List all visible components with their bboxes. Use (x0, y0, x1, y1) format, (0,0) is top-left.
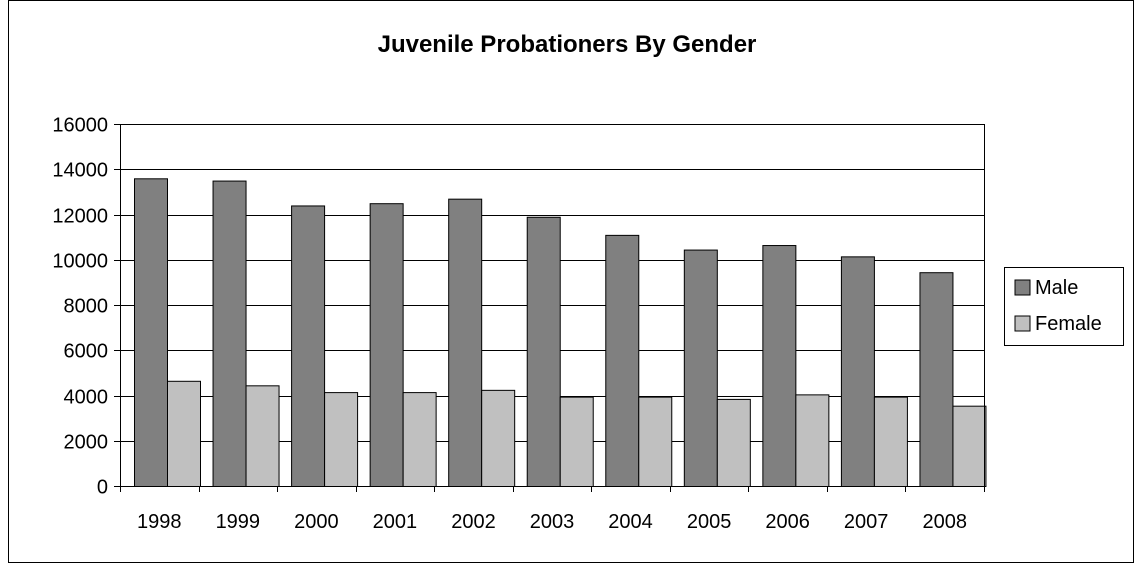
x-axis-tick-labels: 1998 1999 2000 2001 2002 2003 2004 2005 2006 2007… (137, 511, 967, 533)
legend-swatch-female (1014, 315, 1031, 332)
bar-male-2008 (919, 272, 954, 487)
axes (114, 124, 985, 492)
y-tick-label: 8000 (64, 296, 109, 318)
y-tick-label: 4000 (64, 387, 109, 409)
x-tick-label: 2006 (765, 511, 810, 533)
y-tick-label: 16000 (52, 115, 108, 137)
y-tick-label: 2000 (64, 432, 109, 454)
y-tick-label: 10000 (52, 251, 108, 273)
y-tick-label: 12000 (52, 206, 108, 228)
bar-male-2000 (291, 205, 326, 487)
legend-label-male: Male (1035, 277, 1078, 299)
bar-male-2002 (448, 198, 483, 487)
y-axis-tick-labels: 0 2000 4000 6000 8000 10000 12000 14000 16000 (52, 115, 108, 499)
bar-female-2001 (402, 392, 437, 488)
legend: Male Female (1004, 267, 1124, 346)
legend-label-female: Female (1035, 313, 1102, 335)
bar-female-2002 (481, 389, 516, 487)
bar-male-2001 (369, 203, 404, 487)
x-tick-label: 2008 (922, 511, 967, 533)
x-tick-label: 2005 (687, 511, 732, 533)
y-tick-label: 14000 (52, 160, 108, 182)
bar-female-2007 (873, 396, 908, 488)
bar-female-2006 (795, 394, 830, 487)
bar-female-2005 (716, 398, 751, 487)
y-tick-label: 0 (97, 477, 108, 499)
bar-male-1999 (212, 180, 247, 487)
bar-male-2007 (840, 256, 875, 488)
bar-male-1998 (134, 178, 168, 488)
bar-female-1998 (167, 380, 201, 488)
bar-female-2008 (952, 405, 987, 487)
x-tick-label: 2002 (451, 511, 496, 533)
legend-swatch-male (1014, 279, 1031, 296)
x-tick-label: 1999 (216, 511, 261, 533)
bar-male-2004 (605, 234, 640, 487)
bar-male-2006 (762, 245, 797, 487)
x-tick-label: 2007 (844, 511, 889, 533)
bar-female-2004 (638, 396, 673, 488)
x-tick-label: 2003 (530, 511, 575, 533)
bars (134, 178, 987, 488)
x-tick-label: 2001 (373, 511, 418, 533)
x-tick-label: 1998 (137, 511, 182, 533)
bar-female-1999 (245, 385, 280, 488)
y-tick-label: 6000 (64, 341, 109, 363)
x-tick-label: 2004 (608, 511, 653, 533)
bar-female-2000 (324, 392, 359, 488)
x-tick-label: 2000 (294, 511, 339, 533)
bar-female-2003 (559, 396, 594, 488)
bar-male-2003 (526, 216, 561, 487)
bar-male-2005 (683, 249, 718, 487)
chart-title: Juvenile Probationers By Gender (378, 31, 757, 58)
